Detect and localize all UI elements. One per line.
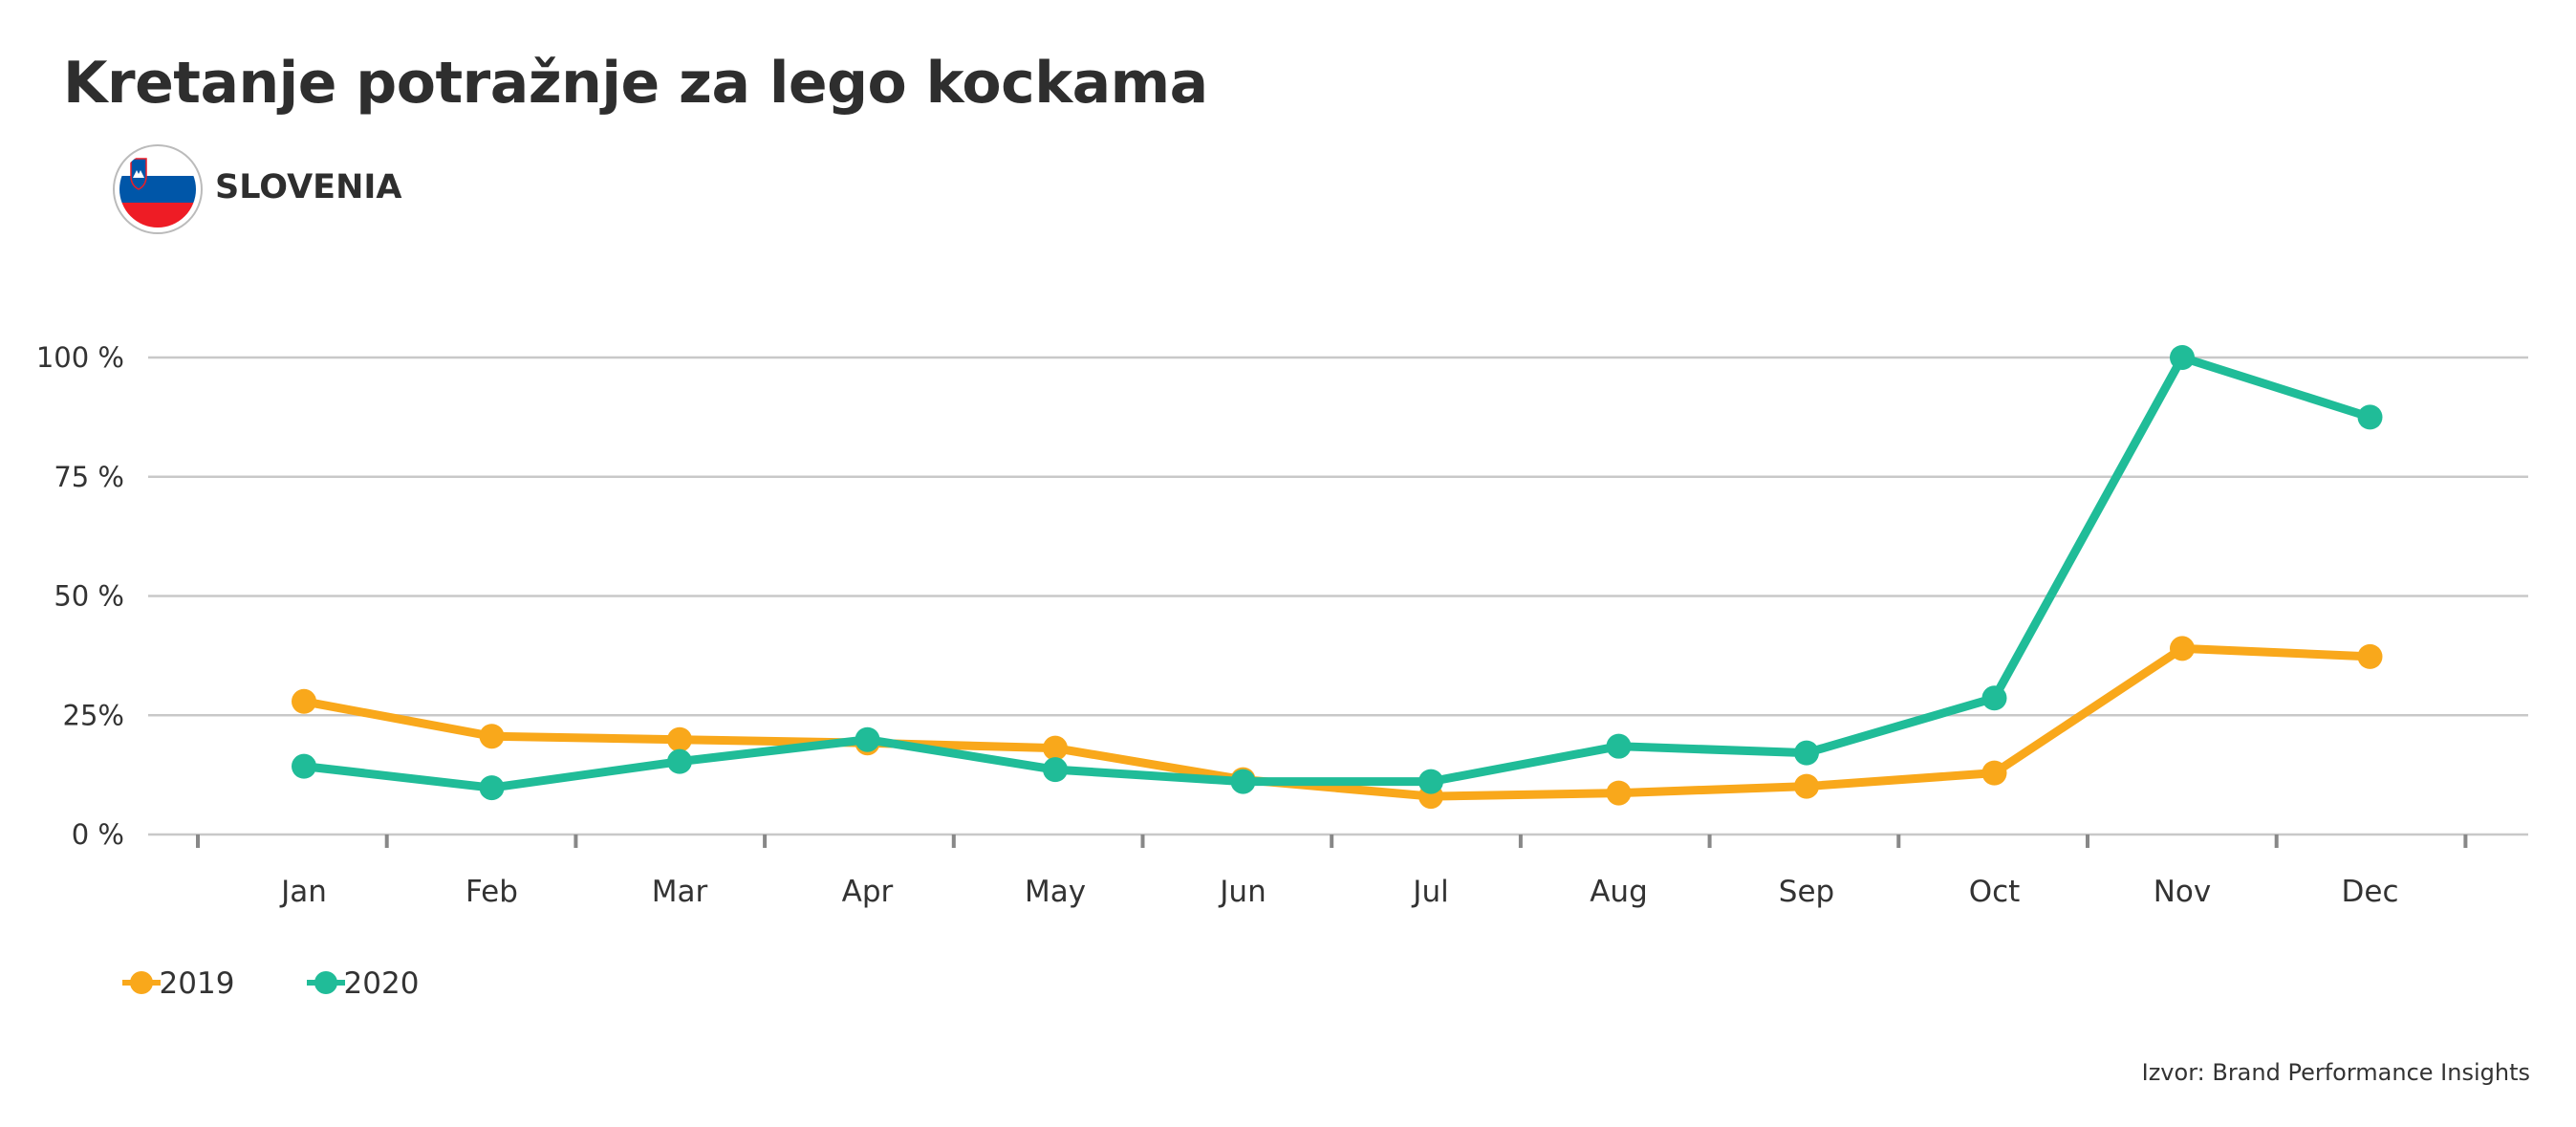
x-tick-label: Jan bbox=[279, 875, 327, 909]
legend-marker-2019 bbox=[130, 971, 153, 994]
data-point-2019 bbox=[2170, 636, 2195, 661]
legend-label-2020: 2020 bbox=[344, 966, 420, 1001]
data-point-2019 bbox=[292, 688, 316, 714]
data-point-2020 bbox=[855, 726, 880, 752]
slovenia-flag-icon bbox=[113, 144, 203, 234]
x-tick-label: Apr bbox=[842, 875, 894, 909]
data-point-2019 bbox=[1981, 760, 2007, 786]
data-point-2020 bbox=[1230, 769, 1256, 794]
legend-marker-2020 bbox=[314, 971, 337, 994]
series-line-2020 bbox=[303, 353, 2371, 792]
y-tick-label: 75 % bbox=[54, 461, 124, 493]
x-tick-label: Sep bbox=[1779, 875, 1834, 909]
x-tick-label: May bbox=[1025, 875, 1086, 909]
x-tick-label: Oct bbox=[1969, 875, 2021, 909]
data-point-2020 bbox=[667, 748, 692, 774]
data-point-2019 bbox=[479, 724, 505, 749]
data-point-2020 bbox=[1418, 769, 1443, 794]
data-point-2020 bbox=[479, 775, 505, 801]
data-point-2019 bbox=[1606, 780, 1632, 806]
x-tick-label: Jul bbox=[1411, 875, 1448, 909]
series-line-2019 bbox=[303, 643, 2370, 801]
data-point-2020 bbox=[2170, 345, 2195, 370]
data-point-2020 bbox=[1043, 757, 1068, 783]
data-point-2019 bbox=[667, 726, 692, 752]
country-label: SLOVENIA bbox=[215, 168, 402, 206]
y-tick-label: 25% bbox=[63, 699, 124, 731]
data-point-2020 bbox=[1606, 733, 1632, 759]
y-tick-label: 100 % bbox=[36, 341, 124, 374]
data-point-2019 bbox=[2357, 643, 2383, 669]
chart-title: Kretanje potražnje za lego kockama bbox=[63, 50, 1208, 117]
data-point-2020 bbox=[292, 753, 316, 779]
x-tick-label: Aug bbox=[1590, 875, 1648, 909]
y-tick-label: 50 % bbox=[54, 580, 124, 613]
data-point-2020 bbox=[1981, 685, 2007, 711]
legend-label-2019: 2019 bbox=[160, 966, 235, 1001]
data-point-2020 bbox=[2357, 404, 2383, 430]
x-tick-label: Jun bbox=[1218, 875, 1266, 909]
data-point-2020 bbox=[1794, 740, 1819, 766]
source-note: Izvor: Brand Performance Insights bbox=[2141, 1059, 2530, 1086]
x-tick-label: Dec bbox=[2342, 875, 2399, 909]
x-tick-label: Mar bbox=[652, 875, 708, 909]
x-tick-label: Nov bbox=[2154, 875, 2212, 909]
data-point-2019 bbox=[1043, 735, 1068, 761]
data-point-2019 bbox=[1794, 773, 1819, 799]
y-tick-label: 0 % bbox=[72, 818, 124, 851]
x-tick-label: Feb bbox=[465, 875, 518, 909]
